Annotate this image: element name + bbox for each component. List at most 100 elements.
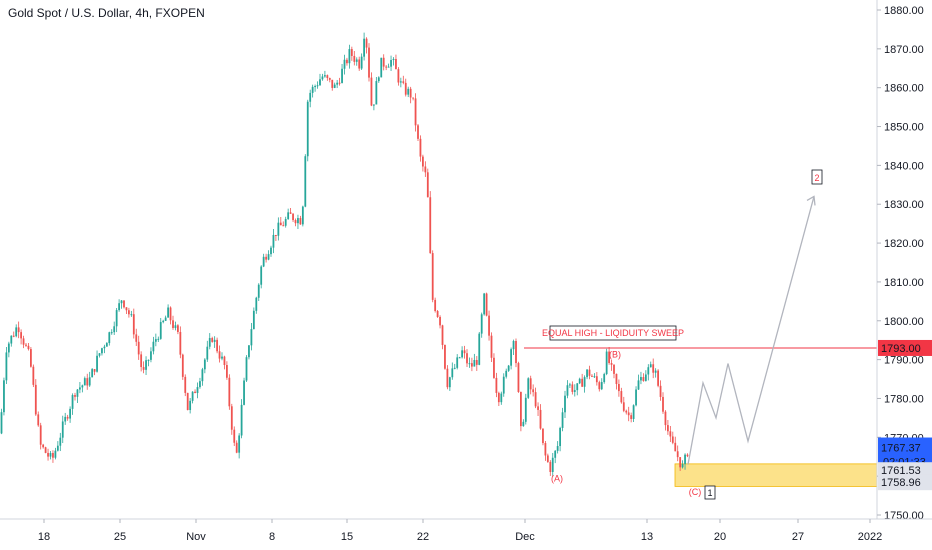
candle-body bbox=[150, 351, 152, 360]
candle-body bbox=[177, 325, 179, 332]
candle-body bbox=[649, 364, 652, 368]
projection-path bbox=[687, 196, 815, 465]
candle-body bbox=[370, 77, 373, 106]
candle-body bbox=[493, 357, 495, 378]
candle-body bbox=[255, 297, 258, 311]
candle-body bbox=[448, 377, 451, 388]
candle-body bbox=[108, 332, 111, 344]
candle-body bbox=[456, 357, 459, 368]
candle-body bbox=[201, 369, 204, 382]
zone-rect bbox=[674, 463, 878, 487]
y-tick-label: 1850.00 bbox=[884, 122, 924, 134]
y-tick-label: 1810.00 bbox=[884, 277, 924, 289]
candle-body bbox=[657, 370, 659, 386]
candle-body bbox=[324, 75, 326, 77]
candle-body bbox=[321, 76, 324, 80]
candle-body bbox=[328, 77, 331, 80]
candle-body bbox=[488, 315, 490, 336]
candle-body bbox=[507, 365, 510, 371]
candle-body bbox=[3, 380, 5, 413]
candle-body bbox=[233, 429, 236, 443]
candle-body bbox=[54, 450, 57, 458]
candle-body bbox=[103, 346, 106, 349]
candle-body bbox=[625, 410, 628, 413]
candle-body bbox=[471, 363, 473, 367]
candle-body bbox=[644, 374, 647, 381]
candle-body bbox=[292, 213, 294, 221]
candle-body bbox=[167, 307, 169, 318]
candle-body bbox=[248, 345, 250, 358]
candle-body bbox=[221, 356, 223, 359]
candle-body bbox=[113, 326, 116, 333]
y-tick-label: 1820.00 bbox=[884, 238, 924, 250]
candle-body bbox=[402, 81, 405, 83]
candle-body bbox=[529, 378, 532, 390]
candle-body bbox=[355, 59, 358, 62]
x-axis[interactable]: 18 25 Nov 8 15 22 Dec 13 20 27 2022 bbox=[0, 518, 932, 543]
candle-body bbox=[620, 391, 623, 403]
candle-body bbox=[265, 256, 267, 260]
candle-body bbox=[252, 310, 255, 330]
candle-body bbox=[598, 382, 601, 390]
candle-body bbox=[184, 376, 187, 393]
candle-body bbox=[603, 374, 606, 383]
candle-body bbox=[515, 340, 517, 364]
candle-body bbox=[228, 377, 231, 407]
candle-body bbox=[395, 58, 397, 70]
candle-body bbox=[76, 389, 79, 397]
x-tick-label: Dec bbox=[515, 531, 535, 543]
candle-body bbox=[189, 400, 192, 411]
candle-body bbox=[532, 389, 535, 393]
y-axis[interactable]: 1750.001760.001770.001780.001790.001800.… bbox=[876, 0, 932, 550]
candle-body bbox=[539, 409, 542, 429]
candle-body bbox=[522, 421, 525, 427]
candle-body bbox=[564, 395, 566, 413]
candle-body bbox=[316, 85, 319, 87]
candle-body bbox=[311, 86, 314, 93]
candle-body bbox=[684, 454, 686, 465]
x-tick-label: Nov bbox=[186, 531, 206, 543]
candle-body bbox=[581, 378, 584, 387]
zone-bottom-tag-bg bbox=[878, 474, 932, 491]
candle-body bbox=[284, 219, 287, 226]
candle-body bbox=[551, 457, 554, 472]
candle-body bbox=[404, 82, 407, 95]
candlestick-series bbox=[0, 32, 689, 477]
candle-body bbox=[10, 335, 13, 344]
wave-2-label: 2 bbox=[814, 173, 819, 183]
candle-body bbox=[627, 412, 630, 416]
candle-body bbox=[475, 359, 478, 365]
candle-body bbox=[37, 414, 40, 426]
candle-body bbox=[243, 380, 245, 405]
candle-body bbox=[500, 393, 503, 403]
candle-body bbox=[98, 353, 101, 356]
candle-body bbox=[583, 377, 586, 387]
candle-body bbox=[647, 367, 650, 375]
candle-body bbox=[451, 368, 454, 378]
candle-body bbox=[101, 348, 103, 354]
candle-body bbox=[397, 69, 400, 83]
y-tick-label: 1840.00 bbox=[884, 160, 924, 172]
candle-body bbox=[61, 421, 64, 438]
candle-body bbox=[593, 376, 596, 378]
candle-body bbox=[419, 138, 422, 157]
candle-body bbox=[566, 385, 569, 396]
candle-body bbox=[373, 104, 375, 106]
candle-body bbox=[218, 351, 221, 359]
candle-body bbox=[22, 338, 25, 345]
candle-body bbox=[238, 435, 241, 453]
x-tick-label: 18 bbox=[38, 531, 50, 543]
candle-body bbox=[306, 101, 309, 157]
candle-body bbox=[179, 331, 182, 355]
candle-body bbox=[676, 451, 679, 458]
candle-body bbox=[5, 352, 8, 381]
candle-body bbox=[390, 60, 392, 67]
chart-title: Gold Spot / U.S. Dollar, 4h, FXOPEN bbox=[8, 6, 205, 20]
candle-body bbox=[375, 81, 378, 105]
candle-body bbox=[622, 402, 625, 411]
wave-a-label: (A) bbox=[551, 473, 563, 483]
candle-body bbox=[573, 390, 576, 392]
liquidity-label: EQUAL HIGH - LIQIDUITY SWEEP bbox=[542, 328, 684, 338]
candle-body bbox=[483, 293, 486, 315]
